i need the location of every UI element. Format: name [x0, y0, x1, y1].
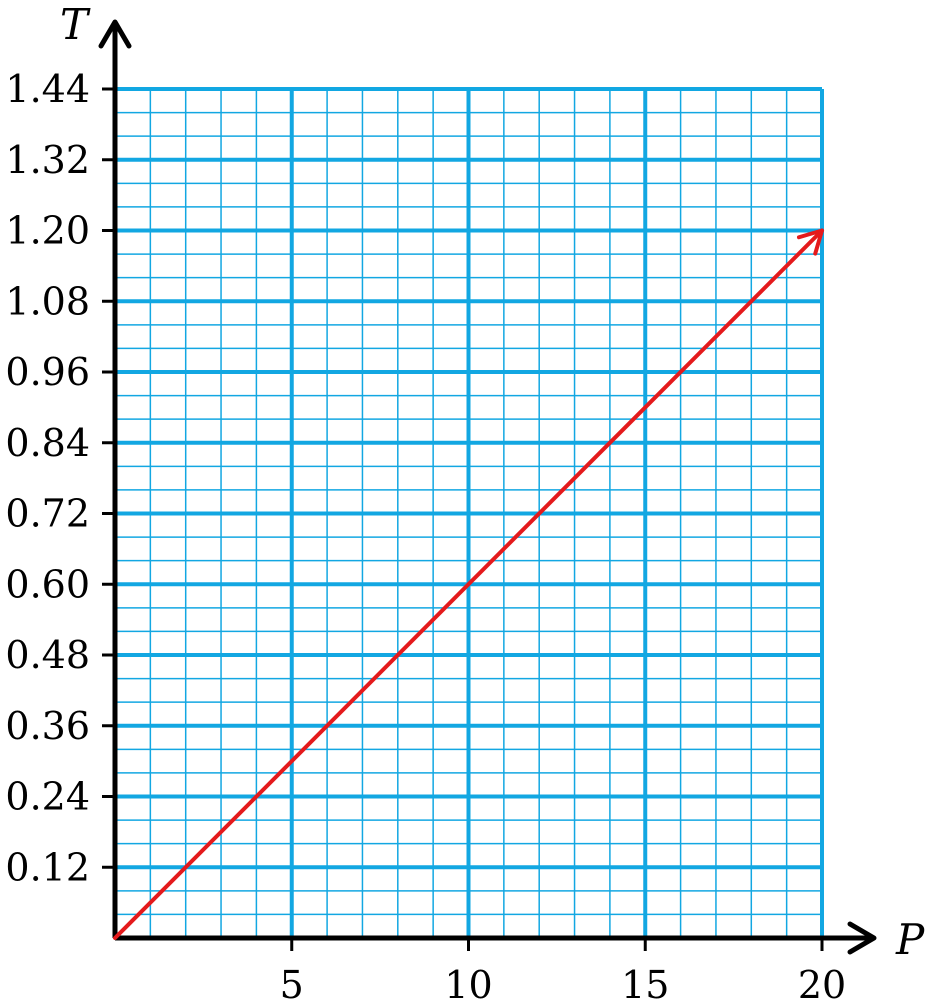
y-tick-label: 0.60 [5, 562, 90, 606]
y-axis-title: T [60, 0, 91, 49]
axes [98, 19, 877, 955]
y-tick-label: 0.12 [5, 845, 90, 889]
y-tick-label: 0.72 [5, 492, 90, 536]
x-tick-label: 15 [621, 963, 669, 1004]
x-tick-label: 5 [280, 963, 304, 1004]
y-tick-label: 0.96 [5, 350, 90, 394]
y-tick-label: 1.32 [5, 138, 90, 182]
y-tick-label: 1.20 [5, 209, 90, 253]
y-ticks: 0.12 0.24 0.36 0.48 0.60 0.72 0.84 0.96 1.08 1.20… [5, 67, 115, 889]
y-tick-label: 0.48 [5, 633, 90, 677]
y-axis-arrowhead [98, 19, 132, 49]
y-tick-label: 0.84 [5, 421, 90, 465]
x-axis-arrowhead [847, 921, 877, 955]
y-tick-label: 1.08 [5, 279, 90, 323]
x-axis-title: P [895, 915, 925, 964]
x-tick-label: 10 [444, 963, 492, 1004]
series-line [113, 228, 824, 940]
series-arrowhead [796, 228, 824, 256]
x-ticks: 5 10 15 20 [280, 938, 846, 1004]
y-tick-label: 0.36 [5, 704, 90, 748]
series-layer [113, 228, 824, 940]
x-tick-label: 20 [798, 963, 846, 1004]
y-tick-label: 1.44 [5, 67, 90, 111]
y-tick-label: 0.24 [5, 775, 90, 819]
